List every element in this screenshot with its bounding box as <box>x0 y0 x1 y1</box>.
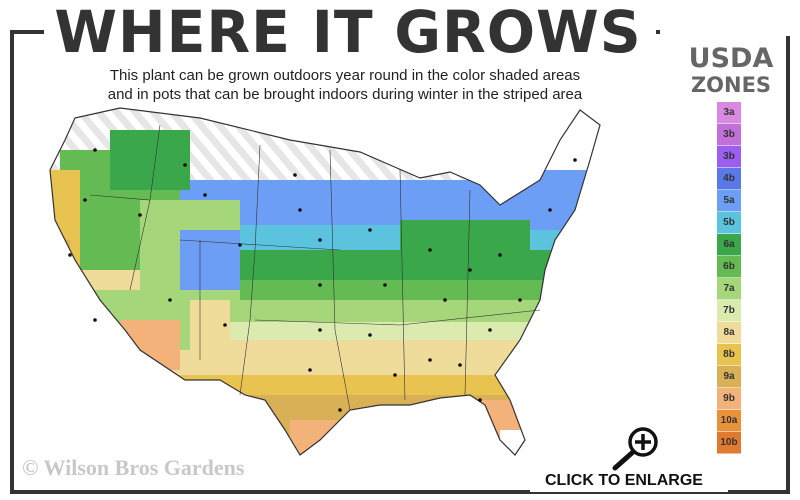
legend-zone-8b: 8b <box>717 344 741 366</box>
capital-dots <box>68 148 577 412</box>
page-title: WHERE IT GROWS <box>54 0 642 66</box>
legend-zone-9a: 9a <box>717 366 741 388</box>
legend-zone-7a: 7a <box>717 278 741 300</box>
legend-zone-7b: 7b <box>717 300 741 322</box>
legend-title: USDA ZONES <box>672 43 790 98</box>
subtitle: This plant can be grown outdoors year ro… <box>40 66 650 104</box>
subtitle-line: This plant can be grown outdoors year ro… <box>109 67 581 84</box>
state-borders <box>89 124 541 411</box>
legend-title-line: ZONES <box>690 73 772 97</box>
legend-zone-9b: 9b <box>717 388 741 410</box>
legend-zone-3a: 3a <box>717 102 741 124</box>
legend-zone-3b: 3b <box>717 124 741 146</box>
frame-gap <box>530 482 728 492</box>
legend-zone-10a: 10a <box>717 410 741 432</box>
us-outline <box>49 107 601 456</box>
legend-zone-6a: 6a <box>717 234 741 256</box>
subtitle-line: and in pots that can be brought indoors … <box>107 86 583 103</box>
click-to-enlarge-button[interactable]: CLICK TO ENLARGE <box>535 420 735 495</box>
legend-title-line: USDA <box>688 43 774 74</box>
zoom-in-magnifier-icon <box>612 427 658 471</box>
legend-zone-8a: 8a <box>717 322 741 344</box>
legend-zone-5b: 5b <box>717 212 741 234</box>
click-to-enlarge-label: CLICK TO ENLARGE <box>545 472 703 489</box>
frame-gap <box>660 26 790 36</box>
legend-zone-4b: 4b <box>717 168 741 190</box>
zone-legend: 3a 3b 3b 4b 5a 5b 6a 6b 7a 7b 8a 8b 9a 9b 10a 10b <box>717 102 741 454</box>
frame-gap <box>44 26 656 36</box>
legend-zone-10b: 10b <box>717 432 741 454</box>
watermark: © Wilson Bros Gardens <box>22 455 245 480</box>
legend-zone-6b: 6b <box>717 256 741 278</box>
legend-zone-3b: 3b <box>717 146 741 168</box>
legend-zone-5a: 5a <box>717 190 741 212</box>
